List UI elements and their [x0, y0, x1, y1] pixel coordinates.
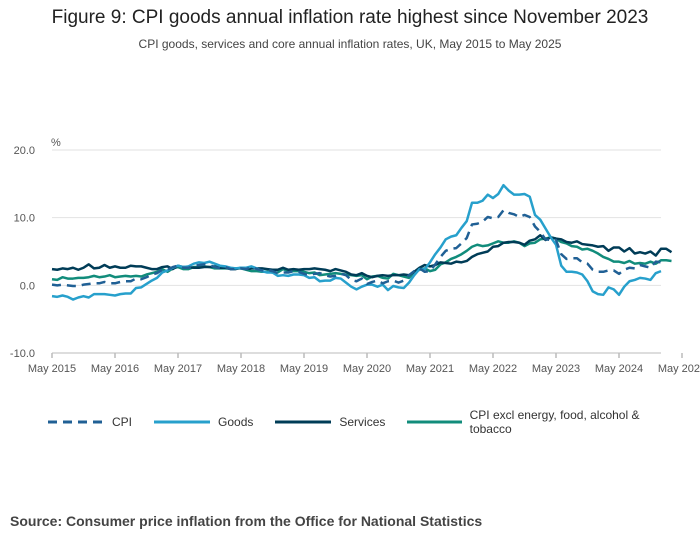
legend-label-services: Services — [339, 415, 386, 429]
x-tick-label: May 2018 — [217, 363, 265, 375]
x-tick-label: May 2016 — [91, 363, 139, 375]
legend-item-goods: Goods — [154, 415, 253, 429]
legend-label-core: CPI excl energy, food, alcohol & tobacco — [469, 408, 640, 436]
series-line-goods — [51, 183, 662, 301]
legend-item-core: CPI excl energy, food, alcohol & tobacco — [407, 408, 678, 436]
series-line-core — [51, 236, 672, 282]
legend-swatch-services — [275, 420, 332, 424]
x-tick-label: May 2025 — [658, 363, 700, 375]
x-tick-label: May 2020 — [343, 363, 391, 375]
y-tick-label: 20.0 — [14, 145, 35, 157]
legend-item-services: Services — [275, 415, 385, 429]
line-chart: 20.0 10.0 0.0 -10.0% May 2015 May 2016 May 201… — [10, 137, 700, 375]
x-tick-label: May 2021 — [406, 363, 454, 375]
y-tick-label: 10.0 — [14, 213, 35, 225]
source-note: Source: Consumer price inflation from th… — [10, 513, 483, 529]
x-tick-label: May 2015 — [28, 363, 76, 375]
legend-label-cpi: CPI — [112, 415, 133, 429]
legend-swatch-core — [407, 420, 462, 424]
legend-label-goods: Goods — [218, 415, 254, 429]
chart-title: Figure 9: CPI goods annual inflation rat… — [51, 7, 649, 28]
y-tick-label: 0.0 — [20, 280, 35, 292]
chart-legend: CPI Goods Services CPI excl energy, food… — [48, 408, 700, 436]
x-tick-label: May 2017 — [154, 363, 202, 375]
series-line-services — [51, 234, 673, 279]
y-tick-label: -10.0 — [10, 348, 35, 360]
legend-swatch-goods — [154, 420, 211, 424]
y-axis-label: % — [51, 137, 61, 149]
legend-swatch-cpi — [48, 420, 104, 424]
x-tick-label: May 2023 — [532, 363, 580, 375]
series-line-cpi — [51, 208, 662, 288]
x-tick-label: May 2019 — [280, 363, 328, 375]
legend-item-cpi: CPI — [48, 415, 132, 429]
chart-subtitle: CPI goods, services and core annual infl… — [138, 37, 562, 51]
x-tick-label: May 2022 — [469, 363, 517, 375]
x-tick-label: May 2024 — [595, 363, 643, 375]
